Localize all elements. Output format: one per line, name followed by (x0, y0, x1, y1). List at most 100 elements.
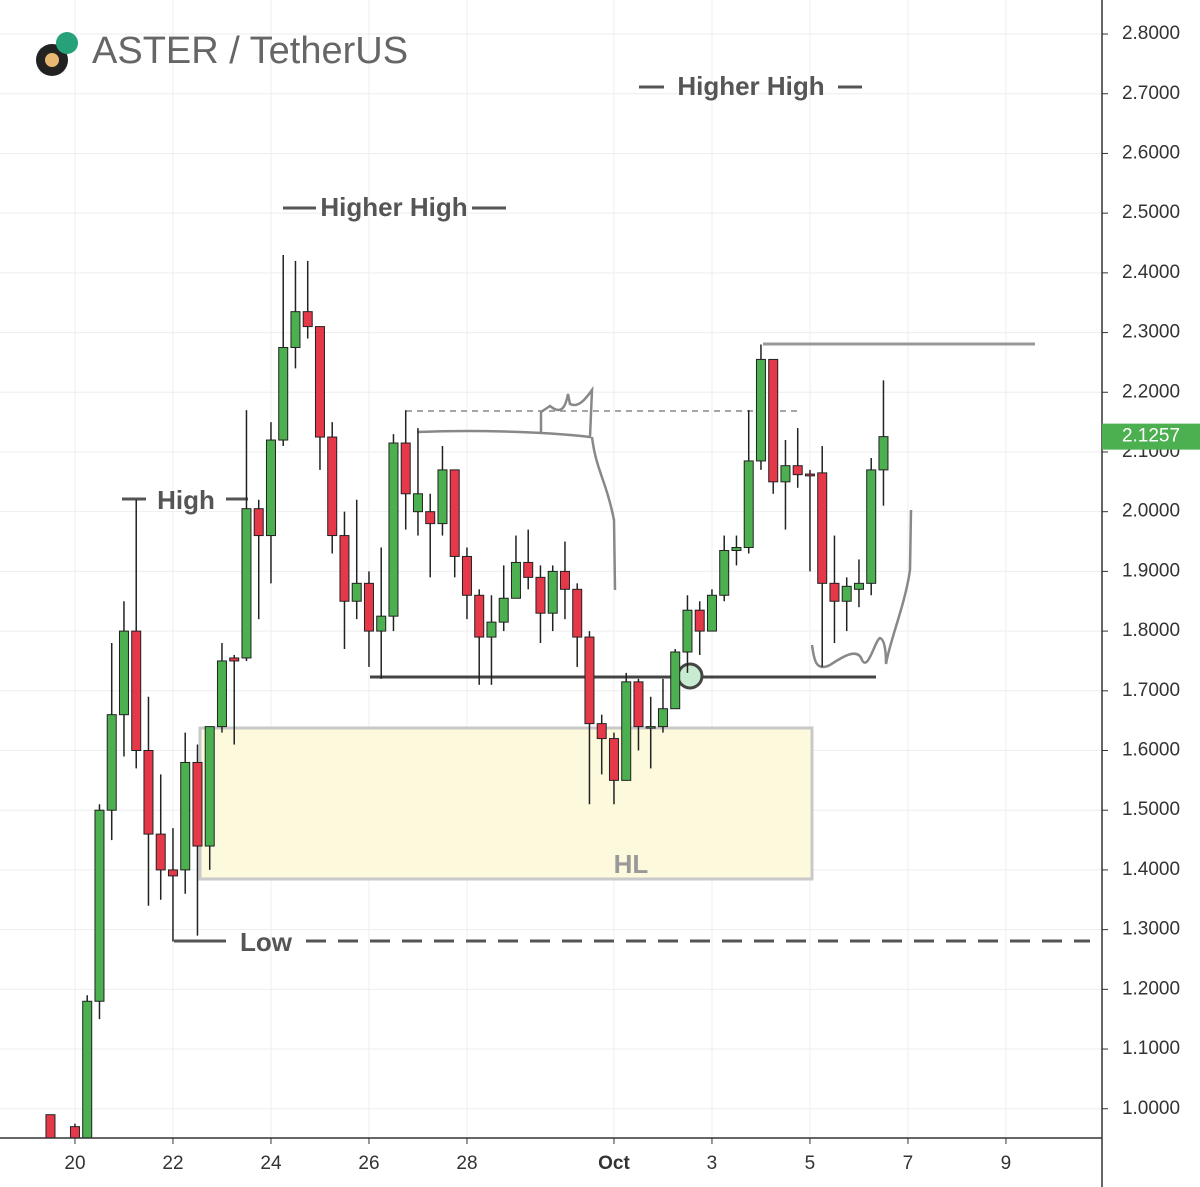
candle-body (621, 681, 632, 781)
candle-body (817, 472, 828, 584)
candle-body (180, 761, 191, 871)
candle-body (155, 833, 166, 871)
candle-body (94, 809, 105, 1002)
freehand (810, 509, 913, 669)
candle-body (118, 630, 129, 716)
candle-body (388, 442, 399, 617)
annotation: HL (614, 849, 649, 879)
candle-body (523, 561, 534, 578)
y-tick-label: 1.5000 (1122, 799, 1180, 820)
candle-body (608, 738, 619, 781)
x-tick-label: 28 (456, 1153, 477, 1174)
candle-body (302, 311, 313, 328)
candle-body (792, 465, 803, 476)
annotation: High (157, 485, 215, 515)
logo (45, 53, 59, 67)
annotation: Higher High (320, 192, 467, 222)
x-tick-label: 3 (707, 1153, 718, 1174)
candle-body (486, 621, 497, 638)
y-tick-label: 2.8000 (1122, 23, 1180, 44)
candle-body (69, 1126, 80, 1138)
y-tick-label: 2.2000 (1122, 381, 1180, 402)
candle-body (400, 442, 411, 495)
candle-body (657, 708, 668, 728)
candle-body (866, 469, 877, 584)
candle-body (376, 615, 387, 632)
candle-body (474, 594, 485, 638)
x-tick-label: 24 (260, 1153, 282, 1174)
y-tick-label: 2.0000 (1122, 501, 1180, 522)
candle-body (755, 358, 766, 462)
y-tick-label: 1.1000 (1122, 1038, 1180, 1059)
candle-body (204, 726, 215, 847)
candle-body (425, 511, 436, 525)
candle-body (535, 576, 546, 614)
chart-title: ASTER / TetherUS (92, 30, 408, 72)
candle-body (216, 660, 227, 728)
candles (45, 254, 889, 1138)
freehand (416, 385, 617, 591)
last-price-label: 2.1257 (1122, 426, 1180, 447)
candle-body (572, 588, 583, 638)
x-tick-label: Oct (598, 1153, 630, 1174)
grid (0, 0, 1102, 1138)
candle-body (265, 439, 276, 537)
candle-body (327, 436, 338, 537)
candle-body (278, 346, 289, 441)
candle-body (547, 570, 558, 614)
candle-body (559, 570, 570, 590)
candle-body (645, 726, 656, 729)
candle-body (314, 326, 325, 438)
candle-body (719, 549, 730, 596)
annotation: Higher High (677, 71, 824, 101)
candle-body (584, 636, 595, 725)
candle-body (633, 681, 644, 728)
candle-body (192, 761, 203, 847)
y-tick-label: 1.8000 (1122, 620, 1180, 641)
x-tick-label: 7 (903, 1153, 914, 1174)
y-tick-label: 1.4000 (1122, 859, 1180, 880)
candle-body (706, 594, 717, 632)
candle-body (339, 535, 350, 602)
candle-body (743, 460, 754, 549)
candle-body (229, 657, 240, 662)
candle-body (412, 493, 423, 513)
last-price-box (1102, 423, 1200, 450)
candle-body (253, 508, 264, 537)
candle-body (829, 582, 840, 602)
candle-body (82, 1000, 93, 1138)
y-tick-label: 1.2000 (1122, 978, 1180, 999)
candle-body (498, 597, 509, 623)
x-tick-label: 26 (358, 1153, 379, 1174)
candle-body (670, 651, 681, 710)
candle-body (241, 508, 252, 659)
candle-body (682, 609, 693, 653)
y-tick-label: 2.6000 (1122, 142, 1180, 163)
x-tick-label: 20 (64, 1153, 85, 1174)
candle-body (363, 582, 374, 632)
x-tick-label: 22 (162, 1153, 183, 1174)
hl-zone (198, 726, 814, 881)
candle-body (167, 869, 178, 877)
x-tick-label: 9 (1001, 1153, 1012, 1174)
candle-body (351, 582, 362, 602)
candle-body (853, 582, 864, 590)
candle-body (596, 723, 607, 740)
candle-body (804, 473, 815, 477)
y-tick-label: 2.4000 (1122, 262, 1180, 283)
y-tick-label: 2.7000 (1122, 83, 1180, 104)
touch-marker (676, 662, 704, 690)
y-tick-label: 1.7000 (1122, 680, 1180, 701)
x-tick-label: 5 (805, 1153, 816, 1174)
y-tick-label: 2.5000 (1122, 202, 1180, 223)
candle-body (878, 436, 889, 471)
y-tick-label: 1.0000 (1122, 1098, 1180, 1119)
y-tick-label: 2.3000 (1122, 322, 1180, 343)
candle-body (841, 585, 852, 602)
logo-badge (56, 32, 78, 54)
y-tick-label: 1.9000 (1122, 560, 1180, 581)
candle-body (694, 609, 705, 632)
candle-body (510, 561, 521, 599)
candle-body (290, 311, 301, 348)
